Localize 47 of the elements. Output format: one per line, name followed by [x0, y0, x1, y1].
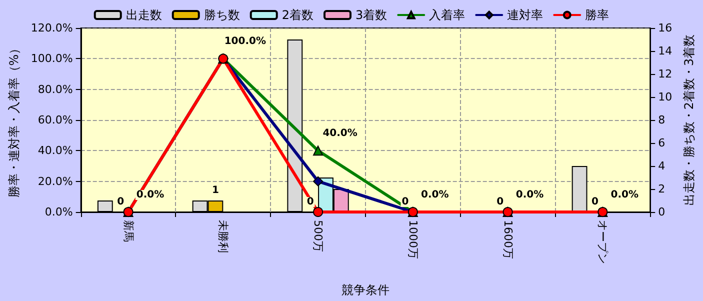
- legend-label: 勝率: [585, 8, 610, 22]
- data-label: 0: [117, 196, 124, 208]
- x-tick-label: 500万: [312, 220, 325, 252]
- legend-label: 入着率: [429, 8, 466, 22]
- y-tick-label: 100.0%: [30, 52, 73, 66]
- y2-tick-label: 8: [658, 114, 666, 126]
- legend-label: 出走数: [126, 8, 162, 22]
- legend-label: 2着数: [282, 8, 314, 22]
- data-label: 0: [591, 196, 598, 208]
- point: [313, 207, 324, 217]
- y-tick-label: 20.0%: [38, 174, 73, 188]
- y2-tick-label: 6: [658, 136, 666, 150]
- x-tick-label: 1000万: [406, 220, 420, 259]
- data-label: 0.0%: [136, 190, 164, 200]
- legend-label: 3着数: [356, 8, 388, 22]
- y2-tick-label: 0: [658, 206, 666, 218]
- x-axis-title: 競争条件: [341, 283, 390, 297]
- legend-label: 連対率: [507, 8, 544, 22]
- legend-label: 勝ち数: [204, 8, 240, 22]
- y2-tick-label: 10: [658, 90, 672, 104]
- data-label: 1: [212, 185, 219, 196]
- x-tick-label: 1600万: [501, 220, 514, 259]
- y2-tick-label: 16: [658, 22, 672, 34]
- x-tick-label: 未勝利: [216, 220, 230, 253]
- y-axis-title: 勝率・連対率・入着率（%）: [7, 42, 21, 198]
- data-label: 0: [306, 196, 314, 208]
- y-tick-label: 120.0%: [30, 22, 73, 34]
- y2-axis-title: 出走数・勝ち数・2着数・3着数: [682, 34, 696, 206]
- y2-tick-label: 14: [658, 44, 672, 58]
- data-label: 0.0%: [610, 190, 639, 200]
- data-label: 0: [402, 196, 409, 208]
- x-tick-label: オープン: [596, 220, 610, 264]
- y2-tick-label: 2: [658, 182, 666, 196]
- data-label: 100.0%: [224, 36, 266, 48]
- x-tick-label: 新馬: [122, 220, 135, 242]
- y-tick-label: 0.0%: [44, 206, 73, 218]
- y-tick-label: 80.0%: [38, 82, 73, 96]
- data-label: 40.0%: [322, 128, 358, 140]
- point: [313, 176, 324, 186]
- data-label: 0.0%: [516, 190, 544, 200]
- y-tick-label: 60.0%: [38, 114, 73, 126]
- point: [313, 146, 324, 156]
- data-label: 0.0%: [421, 190, 449, 200]
- y-tick-label: 40.0%: [38, 144, 73, 158]
- y2-tick-label: 12: [658, 68, 672, 80]
- data-label: 0: [496, 196, 504, 208]
- y2-tick-label: 4: [658, 160, 666, 172]
